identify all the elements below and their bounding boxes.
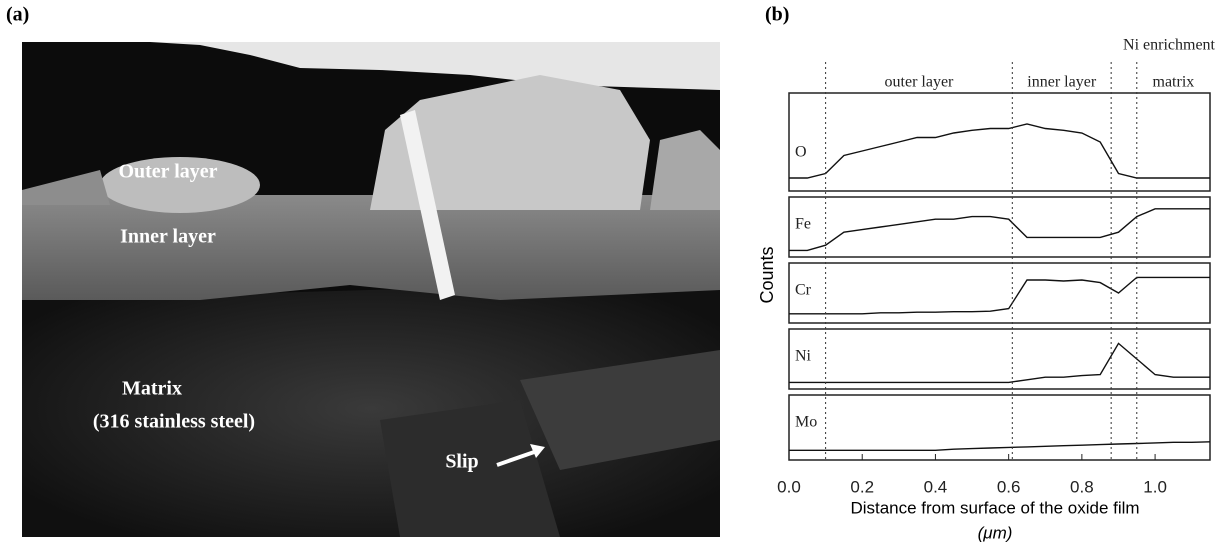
y-axis-label: Counts: [757, 246, 777, 303]
panel-label: (b): [765, 4, 789, 26]
series-label: O: [795, 144, 807, 161]
panel-label: (a): [6, 4, 29, 26]
inner-layer-label: Inner layer: [120, 226, 216, 248]
profile-line: [789, 276, 1210, 315]
panel-frame: [788, 328, 1211, 390]
x-tick-label: 0.6: [997, 477, 1021, 496]
x-tick-label: 0.0: [777, 477, 801, 496]
x-tick-label: 0.2: [850, 477, 874, 496]
x-tick-label: 0.8: [1070, 477, 1094, 496]
panel-frame: [788, 394, 1211, 461]
region-label: matrix: [1153, 74, 1195, 91]
matrix-label: Matrix: [122, 378, 182, 400]
slip-arrow: [496, 448, 541, 467]
panel-frame: [788, 196, 1211, 258]
x-axis-label: Distance from surface of the oxide film: [850, 498, 1139, 517]
region-label: inner layer: [1027, 74, 1097, 91]
annotation: Ni enrichment: [1123, 37, 1216, 54]
profile-line: [789, 342, 1210, 384]
panel-frame: [788, 92, 1211, 192]
profile-line: [789, 123, 1210, 179]
series-label: Cr: [795, 282, 812, 299]
profile-line: [789, 208, 1210, 252]
profile-line: [789, 441, 1211, 451]
region-label: outer layer: [885, 74, 955, 91]
series-label: Ni: [795, 348, 812, 365]
x-tick-label: 1.0: [1143, 477, 1167, 496]
x-tick-label: 0.4: [924, 477, 948, 496]
panel-frame: [788, 262, 1211, 324]
micrograph: [22, 42, 720, 537]
outer-layer-label: Outer layer: [118, 161, 217, 183]
slip-arrowhead: [530, 444, 545, 458]
series-label: Fe: [795, 216, 811, 233]
series-label: Mo: [795, 414, 817, 431]
x-axis-unit: (μm): [978, 523, 1013, 542]
slip-label: Slip: [445, 451, 478, 473]
matrix-material-label: (316 stainless steel): [93, 411, 255, 433]
